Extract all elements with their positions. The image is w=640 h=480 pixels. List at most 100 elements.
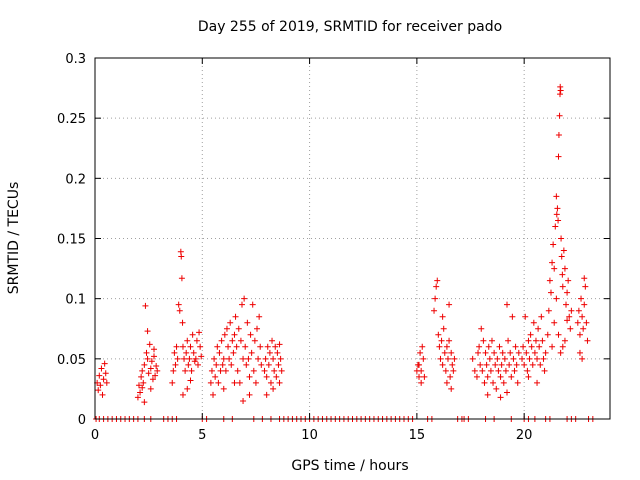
data-point — [435, 331, 442, 338]
data-point — [249, 301, 256, 308]
data-point — [220, 355, 227, 362]
data-point — [519, 355, 526, 362]
data-point — [559, 343, 566, 350]
data-point — [534, 379, 541, 386]
data-point — [256, 313, 263, 320]
data-point — [494, 355, 501, 362]
data-point — [553, 193, 560, 200]
data-point — [555, 331, 562, 338]
data-point — [185, 361, 192, 368]
data-point — [509, 313, 516, 320]
data-point — [269, 337, 276, 344]
y-tick-label: 0.3 — [65, 52, 86, 67]
data-point — [98, 365, 105, 372]
data-point — [95, 387, 102, 394]
data-point — [225, 343, 232, 350]
axis-ticks — [94, 57, 610, 420]
data-point — [450, 367, 457, 374]
data-point — [498, 361, 505, 368]
data-point — [579, 355, 586, 362]
data-point — [251, 337, 258, 344]
data-point — [179, 343, 186, 350]
data-point — [555, 132, 562, 139]
data-point — [248, 349, 255, 356]
data-point — [576, 331, 583, 338]
data-point — [247, 331, 254, 338]
y-tick-label: 0.05 — [57, 353, 86, 368]
data-point — [419, 343, 426, 350]
data-point — [99, 391, 106, 398]
data-point — [217, 367, 224, 374]
data-point — [471, 367, 478, 374]
data-point — [549, 343, 556, 350]
data-point — [270, 355, 277, 362]
data-point — [261, 367, 268, 374]
data-point — [479, 367, 486, 374]
data-point — [501, 355, 508, 362]
data-point — [176, 307, 183, 314]
data-point — [556, 112, 563, 119]
data-point — [529, 361, 536, 368]
data-point — [504, 389, 510, 396]
data-point — [179, 319, 186, 326]
data-point — [581, 275, 588, 282]
data-point — [542, 349, 549, 356]
data-point — [524, 367, 531, 374]
data-point — [246, 391, 253, 398]
data-point — [230, 349, 237, 356]
data-point — [561, 265, 568, 272]
data-point — [244, 319, 251, 326]
data-point — [173, 343, 180, 350]
data-point — [581, 301, 588, 308]
data-point — [240, 355, 247, 362]
data-point — [514, 379, 521, 386]
data-point — [151, 346, 158, 353]
data-point — [555, 217, 562, 224]
data-point — [443, 343, 450, 350]
data-point — [520, 343, 527, 350]
data-point — [270, 385, 277, 392]
data-point — [565, 277, 572, 284]
data-point — [178, 253, 185, 260]
data-point — [525, 337, 532, 344]
data-point — [219, 361, 226, 368]
data-point — [252, 379, 259, 386]
data-point — [535, 325, 542, 332]
data-point — [531, 349, 538, 356]
data-point — [438, 337, 445, 344]
x-tick-label: 10 — [301, 428, 318, 443]
data-point — [96, 372, 103, 379]
data-point — [186, 355, 193, 362]
data-point — [486, 355, 493, 362]
data-point — [255, 355, 262, 362]
data-point — [147, 365, 154, 372]
data-point — [101, 360, 108, 367]
data-point — [584, 337, 591, 344]
data-point — [232, 313, 239, 320]
data-point — [554, 205, 561, 212]
data-point — [207, 379, 214, 386]
data-point — [551, 319, 558, 326]
data-point — [100, 376, 107, 383]
data-point — [507, 349, 514, 356]
data-point — [568, 307, 575, 314]
data-point — [149, 376, 156, 383]
data-point — [583, 319, 590, 326]
data-point — [532, 337, 539, 344]
data-point — [564, 289, 571, 296]
data-point — [500, 379, 507, 386]
data-point — [262, 355, 269, 362]
data-point — [510, 355, 517, 362]
data-point — [139, 384, 146, 391]
data-points — [93, 83, 596, 422]
data-point — [505, 337, 512, 344]
data-point — [575, 307, 582, 314]
data-point — [537, 361, 544, 368]
data-point — [135, 382, 142, 389]
data-point — [172, 361, 179, 368]
data-point — [508, 373, 515, 380]
data-point — [263, 373, 270, 380]
data-point — [557, 87, 564, 94]
data-point — [495, 367, 502, 374]
data-point — [187, 343, 194, 350]
